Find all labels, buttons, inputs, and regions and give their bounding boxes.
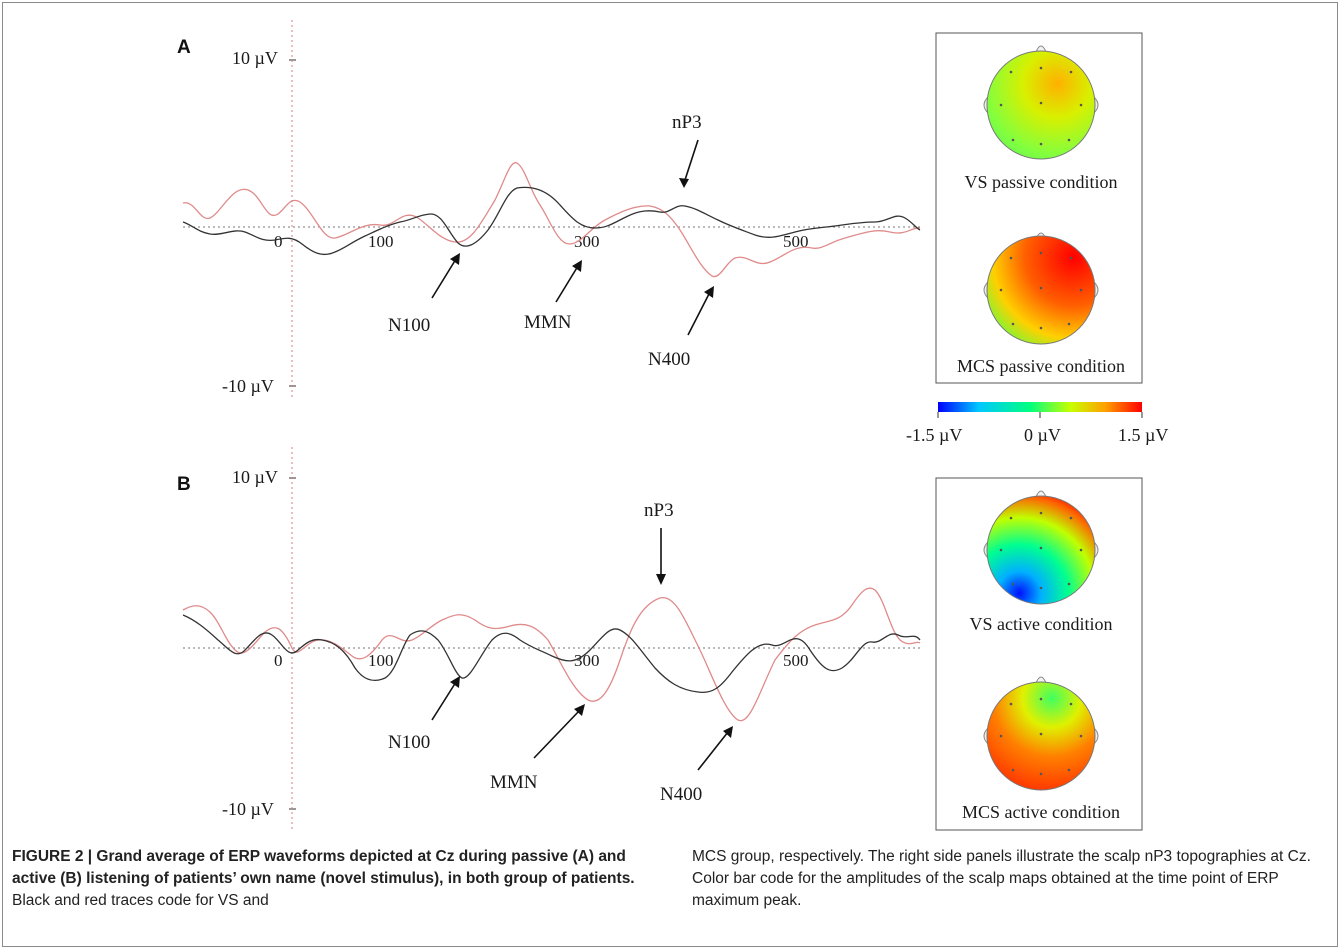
panel-a-mmn-arrowhead (572, 260, 582, 272)
panel-a-n100-label: N100 (388, 315, 430, 336)
panel-b-n400-label: N400 (660, 784, 702, 805)
panel-b-np3-arrowhead (656, 574, 666, 585)
panel-a-n100-arrow (431, 258, 457, 299)
panel-b-mmn-arrowhead (574, 704, 585, 716)
colorbar: -1.5 µV 0 µV 1.5 µV (906, 402, 1168, 445)
panel-b-tick-100: 100 (368, 651, 394, 670)
panel-b-n100-label: N100 (388, 732, 430, 753)
map-vs-active-label: VS active condition (970, 614, 1113, 634)
map-mcs-active-label: MCS active condition (962, 802, 1120, 822)
panel-b-y-top-label: 10 µV (232, 467, 278, 487)
panel-a-n400-arrow (687, 291, 711, 336)
panel-a-np3-arrow (683, 139, 699, 184)
caption-bold: FIGURE 2 | Grand average of ERP waveform… (12, 848, 635, 887)
panel-a-np3-arrowhead (679, 178, 689, 188)
figure-graphic: A 10 µV -10 µV 0 100 300 500 nP3 N100 MM… (177, 20, 1168, 831)
caption-left-rest: Black and red traces code for VS and (12, 892, 269, 909)
map-vs-active (983, 490, 1099, 605)
panel-b-mcs-trace (182, 587, 921, 722)
panel-a-letter: A (177, 37, 191, 58)
panel-b-tick-500: 500 (783, 651, 809, 670)
panel-a-n400-arrowhead (704, 286, 714, 298)
map-mcs-passive (983, 232, 1099, 345)
panel-b: B 10 µV -10 µV 0 100 300 500 nP3 N100 MM… (177, 447, 1143, 831)
panel-a-n400-label: N400 (648, 349, 690, 370)
panel-a-tick-100: 100 (368, 232, 394, 251)
panel-b-n100-arrow (431, 681, 457, 721)
panel-b-letter: B (177, 474, 191, 495)
panel-a-mmn-arrow (555, 265, 579, 303)
panel-a-np3-label: nP3 (672, 112, 702, 133)
colorbar-gradient (938, 402, 1142, 412)
panel-b-mmn-arrow (533, 709, 581, 759)
panel-b-y-bottom-label: -10 µV (222, 799, 274, 819)
panel-a-vs-trace (182, 186, 921, 256)
panel-b-tick-300: 300 (574, 651, 600, 670)
map-vs-passive-label: VS passive condition (965, 172, 1118, 192)
panel-b-vs-trace (182, 614, 921, 694)
panel-a-tick-500: 500 (783, 232, 809, 251)
panel-b-tick-0: 0 (274, 651, 283, 670)
panel-a-n100-arrowhead (450, 253, 460, 265)
panel-a-tick-300: 300 (574, 232, 600, 251)
panel-a-tick-0: 0 (274, 232, 283, 251)
map-mcs-passive-label: MCS passive condition (957, 356, 1125, 376)
panel-a-y-top-label: 10 µV (232, 48, 278, 68)
colorbar-max-label: 1.5 µV (1118, 425, 1168, 445)
panel-b-n400-arrow (697, 731, 729, 771)
panel-a: A 10 µV -10 µV 0 100 300 500 nP3 N100 MM… (177, 20, 1143, 400)
panel-a-y-bottom-label: -10 µV (222, 376, 274, 396)
panel-b-n100-arrowhead (450, 676, 460, 688)
panel-a-mcs-trace (182, 162, 921, 278)
map-mcs-active (983, 676, 1099, 791)
panel-b-mmn-label: MMN (490, 772, 538, 793)
colorbar-min-label: -1.5 µV (906, 425, 962, 445)
colorbar-mid-label: 0 µV (1024, 425, 1061, 445)
panel-a-mmn-label: MMN (524, 312, 572, 333)
caption-left: FIGURE 2 | Grand average of ERP waveform… (12, 846, 652, 912)
caption-right: MCS group, respectively. The right side … (692, 848, 1311, 909)
map-vs-passive (983, 45, 1099, 160)
panel-b-n400-arrowhead (723, 726, 733, 738)
panel-b-np3-label: nP3 (644, 500, 674, 521)
